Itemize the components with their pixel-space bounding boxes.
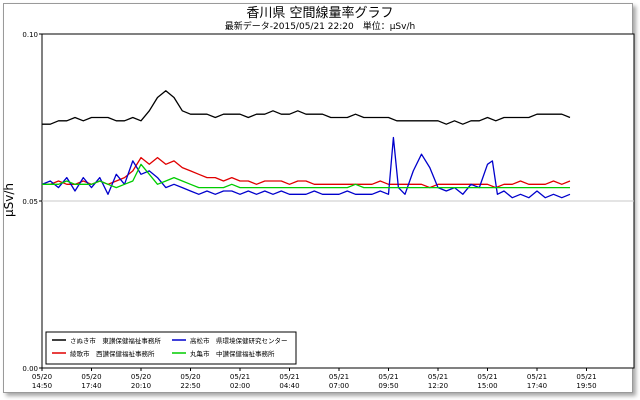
x-tick-label-date: 05/20 <box>131 373 151 381</box>
x-tick-label-time: 15:00 <box>477 382 497 390</box>
y-tick-label: 0.10 <box>22 31 38 39</box>
legend-label-2: 高松市 県環境保健研究センター <box>190 336 288 345</box>
x-tick-label-date: 05/21 <box>576 373 596 381</box>
legend-box <box>45 331 297 365</box>
x-tick-label-time: 20:10 <box>131 382 151 390</box>
series-line-2 <box>41 136 571 199</box>
series-line-1 <box>42 156 571 189</box>
y-tick-label: 0.05 <box>22 198 38 206</box>
chart-title: 香川県 空間線量率グラフ <box>246 6 394 21</box>
x-tick-label-date: 05/21 <box>527 373 547 381</box>
x-tick-label-date: 05/20 <box>81 373 101 381</box>
series-line-0 <box>42 90 571 125</box>
legend-label-0: さぬき市 東讃保健福祉事務所 <box>70 336 161 345</box>
x-tick-label-date: 05/21 <box>428 373 448 381</box>
series-line-3 <box>42 163 570 189</box>
x-tick-label-time: 22:50 <box>180 382 200 390</box>
x-tick-label-time: 12:20 <box>428 382 448 390</box>
x-tick-label-date: 05/21 <box>477 373 497 381</box>
x-tick-label-time: 07:00 <box>329 382 349 390</box>
legend-label-1: 綾歌市 西讃保健福祉事務所 <box>70 349 155 358</box>
x-tick-label-time: 17:40 <box>81 382 101 390</box>
x-tick-label-date: 05/21 <box>329 373 349 381</box>
x-tick-label-time: 17:40 <box>527 382 547 390</box>
x-tick-label-date: 05/20 <box>180 373 200 381</box>
x-tick-label-time: 09:50 <box>378 382 398 390</box>
x-tick-label-date: 05/21 <box>279 373 299 381</box>
legend-label-3: 丸亀市 中讃保健福祉事務所 <box>190 349 275 358</box>
x-tick-label-date: 05/21 <box>230 373 250 381</box>
x-tick-label-date: 05/21 <box>378 373 398 381</box>
x-tick-label-date: 05/20 <box>32 373 52 381</box>
x-tick-label-time: 04:40 <box>279 382 299 390</box>
chart-subtitle: 最新データ-2015/05/21 22:20 単位：μSv/h <box>224 22 416 32</box>
x-tick-label-time: 19:50 <box>576 382 596 390</box>
x-tick-label-time: 14:50 <box>32 382 52 390</box>
y-tick-label: 0.00 <box>22 365 38 373</box>
x-tick-label-time: 02:00 <box>230 382 250 390</box>
